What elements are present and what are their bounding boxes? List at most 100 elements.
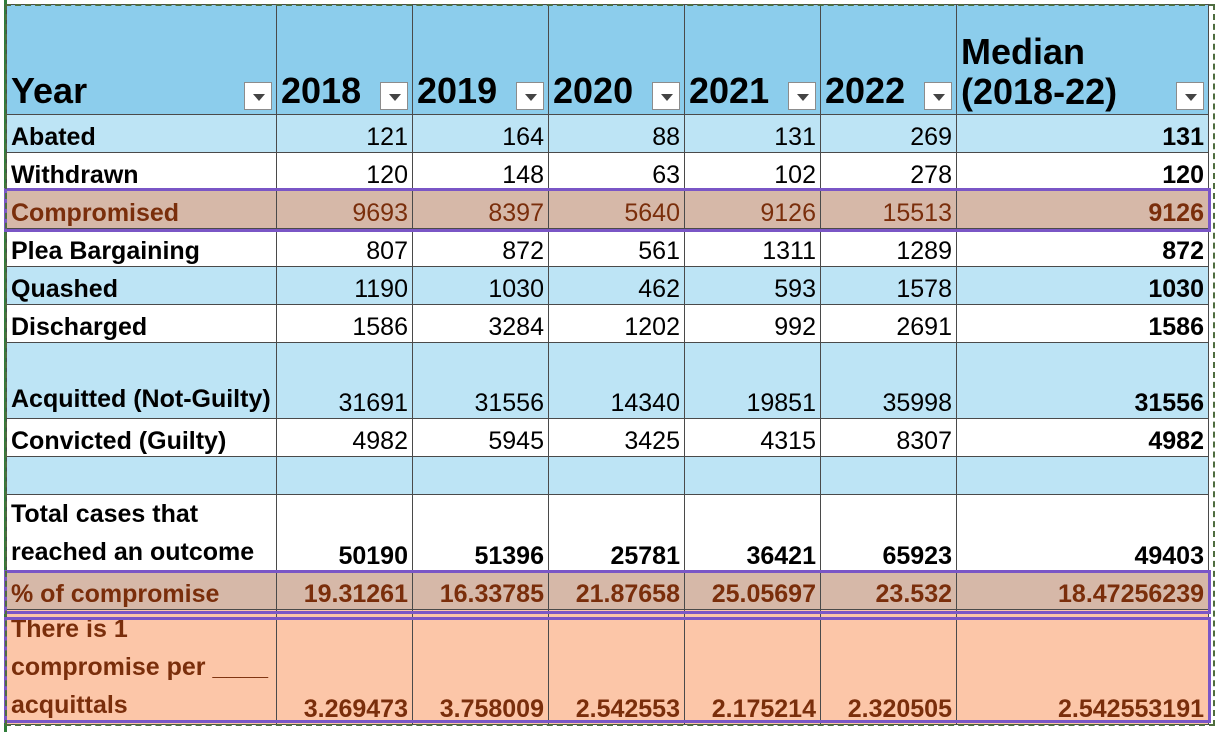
median-cell[interactable]: 120 (956, 152, 1209, 191)
value-cell[interactable]: 31691 (276, 342, 413, 419)
value-cell[interactable]: 21.87658 (548, 571, 685, 610)
value-cell[interactable]: 5945 (412, 418, 549, 457)
empty-cell[interactable] (684, 456, 821, 495)
value-cell[interactable]: 9693 (276, 190, 413, 229)
value-cell[interactable]: 14340 (548, 342, 685, 419)
value-cell[interactable]: 23.532 (820, 571, 957, 610)
empty-cell[interactable] (956, 456, 1209, 495)
value-cell[interactable]: 88 (548, 114, 685, 153)
table-row: Plea Bargaining 807 872 561 1311 1289 872 (6, 228, 1209, 267)
header-year[interactable]: Year (6, 4, 277, 115)
filter-dropdown-icon[interactable] (244, 82, 272, 110)
empty-cell[interactable] (6, 456, 277, 495)
empty-cell[interactable] (412, 456, 549, 495)
value-cell[interactable]: 2.542553 (548, 609, 685, 725)
value-cell[interactable]: 164 (412, 114, 549, 153)
row-label[interactable]: Withdrawn (6, 152, 277, 191)
median-cell[interactable]: 9126 (956, 190, 1209, 229)
row-label[interactable]: % of compromise (6, 571, 277, 610)
row-label[interactable]: Discharged (6, 304, 277, 343)
value-cell[interactable]: 561 (548, 228, 685, 267)
row-label[interactable]: Total cases that reached an outcome (6, 494, 277, 572)
value-cell[interactable]: 3.269473 (276, 609, 413, 725)
value-cell[interactable]: 1030 (412, 266, 549, 305)
value-cell[interactable]: 51396 (412, 494, 549, 572)
median-cell[interactable]: 2.542553191 (956, 609, 1209, 725)
value-cell[interactable]: 269 (820, 114, 957, 153)
value-cell[interactable]: 16.33785 (412, 571, 549, 610)
value-cell[interactable]: 3425 (548, 418, 685, 457)
value-cell[interactable]: 31556 (412, 342, 549, 419)
header-median[interactable]: Median (2018-22) (956, 4, 1209, 115)
median-cell[interactable]: 31556 (956, 342, 1209, 419)
value-cell[interactable]: 8307 (820, 418, 957, 457)
value-cell[interactable]: 1311 (684, 228, 821, 267)
value-cell[interactable]: 1190 (276, 266, 413, 305)
row-label[interactable]: There is 1 compromise per ____ acquittal… (6, 609, 277, 725)
header-2019[interactable]: 2019 (412, 4, 549, 115)
filter-dropdown-icon[interactable] (1176, 82, 1204, 110)
value-cell[interactable]: 1202 (548, 304, 685, 343)
value-cell[interactable]: 148 (412, 152, 549, 191)
median-cell[interactable]: 131 (956, 114, 1209, 153)
value-cell[interactable]: 278 (820, 152, 957, 191)
value-cell[interactable]: 19851 (684, 342, 821, 419)
value-cell[interactable]: 3.758009 (412, 609, 549, 725)
value-cell[interactable]: 1586 (276, 304, 413, 343)
filter-dropdown-icon[interactable] (788, 82, 816, 110)
value-cell[interactable]: 121 (276, 114, 413, 153)
empty-cell[interactable] (820, 456, 957, 495)
median-cell[interactable]: 49403 (956, 494, 1209, 572)
value-cell[interactable]: 2.320505 (820, 609, 957, 725)
row-label[interactable]: Compromised (6, 190, 277, 229)
row-label[interactable]: Convicted (Guilty) (6, 418, 277, 457)
filter-dropdown-icon[interactable] (516, 82, 544, 110)
value-cell[interactable]: 992 (684, 304, 821, 343)
value-cell[interactable]: 50190 (276, 494, 413, 572)
value-cell[interactable]: 5640 (548, 190, 685, 229)
median-cell[interactable]: 4982 (956, 418, 1209, 457)
value-cell[interactable]: 3284 (412, 304, 549, 343)
row-label[interactable]: Abated (6, 114, 277, 153)
median-cell[interactable]: 1030 (956, 266, 1209, 305)
value-cell[interactable]: 1289 (820, 228, 957, 267)
median-cell[interactable]: 1586 (956, 304, 1209, 343)
header-2020[interactable]: 2020 (548, 4, 685, 115)
filter-dropdown-icon[interactable] (380, 82, 408, 110)
value-cell[interactable]: 872 (412, 228, 549, 267)
filter-dropdown-icon[interactable] (924, 82, 952, 110)
header-2022[interactable]: 2022 (820, 4, 957, 115)
header-2018[interactable]: 2018 (276, 4, 413, 115)
value-cell[interactable]: 102 (684, 152, 821, 191)
value-cell[interactable]: 8397 (412, 190, 549, 229)
empty-cell[interactable] (276, 456, 413, 495)
value-cell[interactable]: 25.05697 (684, 571, 821, 610)
empty-cell[interactable] (548, 456, 685, 495)
value-cell[interactable]: 9126 (684, 190, 821, 229)
value-cell[interactable]: 593 (684, 266, 821, 305)
value-cell[interactable]: 131 (684, 114, 821, 153)
value-cell[interactable]: 4982 (276, 418, 413, 457)
value-cell[interactable]: 462 (548, 266, 685, 305)
value-cell[interactable]: 4315 (684, 418, 821, 457)
value-cell[interactable]: 19.31261 (276, 571, 413, 610)
value-cell[interactable]: 65923 (820, 494, 957, 572)
value-cell[interactable]: 63 (548, 152, 685, 191)
row-label[interactable]: Plea Bargaining (6, 228, 277, 267)
value-cell[interactable]: 2691 (820, 304, 957, 343)
header-2021[interactable]: 2021 (684, 4, 821, 115)
filter-dropdown-icon[interactable] (652, 82, 680, 110)
row-label[interactable]: Acquitted (Not-Guilty) (6, 342, 277, 419)
value-cell[interactable]: 807 (276, 228, 413, 267)
value-cell[interactable]: 1578 (820, 266, 957, 305)
value-cell[interactable]: 15513 (820, 190, 957, 229)
value-cell[interactable]: 25781 (548, 494, 685, 572)
row-label[interactable]: Quashed (6, 266, 277, 305)
value-cell[interactable]: 120 (276, 152, 413, 191)
median-cell[interactable]: 18.47256239 (956, 571, 1209, 610)
value-cell[interactable]: 36421 (684, 494, 821, 572)
value-cell[interactable]: 35998 (820, 342, 957, 419)
median-cell[interactable]: 872 (956, 228, 1209, 267)
value-cell[interactable]: 2.175214 (684, 609, 821, 725)
